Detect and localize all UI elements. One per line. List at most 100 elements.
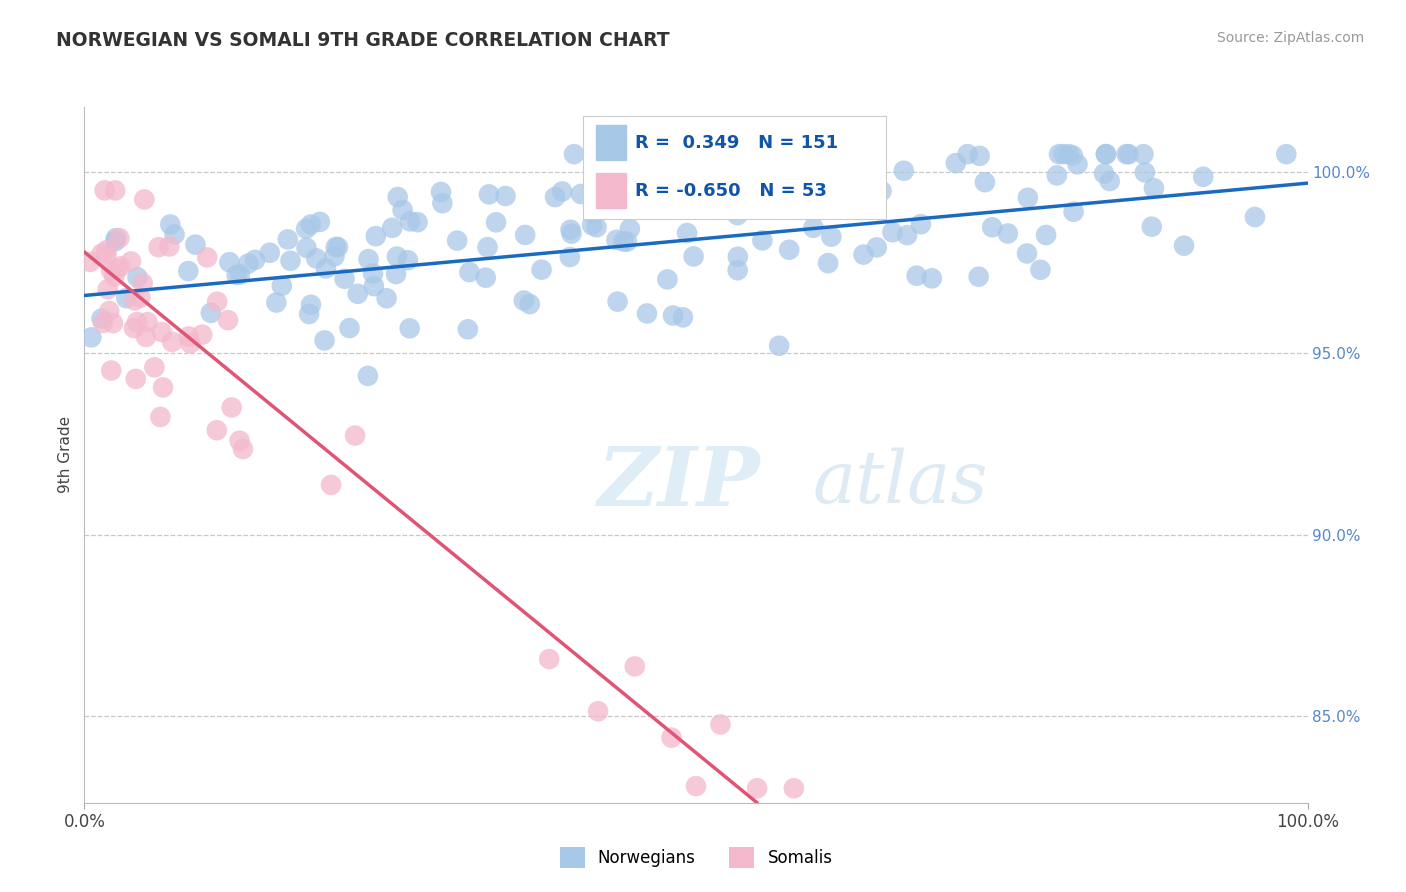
Point <box>221 401 243 415</box>
Point <box>581 218 603 232</box>
Point <box>125 315 148 329</box>
Point <box>896 228 918 243</box>
Point <box>551 185 574 199</box>
Point <box>1057 147 1080 161</box>
Point <box>1052 147 1074 161</box>
Point <box>866 240 889 254</box>
Bar <box>596 173 626 208</box>
Point <box>682 249 704 263</box>
Point <box>152 380 174 394</box>
Point <box>752 174 775 188</box>
Point <box>205 423 228 437</box>
Point <box>105 231 128 245</box>
Point <box>751 233 773 247</box>
Point <box>143 360 166 375</box>
Point <box>90 247 112 261</box>
Point <box>124 293 146 308</box>
Point <box>1192 169 1215 184</box>
Point <box>200 306 222 320</box>
Point <box>357 252 380 267</box>
Point <box>727 250 749 264</box>
Point <box>298 307 321 321</box>
Point <box>1046 169 1069 183</box>
Point <box>718 201 741 215</box>
Point <box>910 217 932 231</box>
Point <box>80 330 103 344</box>
Point <box>562 147 585 161</box>
Point <box>1140 219 1163 234</box>
Point <box>344 428 367 442</box>
Point <box>612 235 634 249</box>
Point <box>385 250 408 264</box>
Point <box>205 294 228 309</box>
Point <box>96 248 118 262</box>
Text: R = -0.650   N = 53: R = -0.650 N = 53 <box>636 182 827 200</box>
Point <box>619 222 641 236</box>
Point <box>762 184 785 198</box>
Point <box>783 781 806 796</box>
Point <box>747 185 769 199</box>
Point <box>333 272 356 286</box>
Point <box>676 226 699 240</box>
Point <box>852 247 875 261</box>
Point <box>640 147 662 161</box>
Point <box>657 272 679 286</box>
Point <box>406 215 429 229</box>
Point <box>1244 210 1267 224</box>
Point <box>363 279 385 293</box>
Point <box>605 233 627 247</box>
Point <box>398 321 420 335</box>
Point <box>870 184 893 198</box>
Point <box>385 267 408 281</box>
Text: atlas: atlas <box>813 448 987 518</box>
Point <box>893 163 915 178</box>
Point <box>1095 147 1118 161</box>
Point <box>326 240 349 254</box>
Point <box>217 313 239 327</box>
Point <box>561 227 583 241</box>
Point <box>323 249 346 263</box>
Point <box>616 235 638 249</box>
Point <box>727 208 749 222</box>
Point <box>1118 147 1140 161</box>
Point <box>157 239 180 253</box>
Text: NORWEGIAN VS SOMALI 9TH GRADE CORRELATION CHART: NORWEGIAN VS SOMALI 9TH GRADE CORRELATIO… <box>56 31 669 50</box>
Point <box>97 282 120 296</box>
Point <box>905 268 928 283</box>
Point <box>457 322 479 336</box>
Point <box>381 220 404 235</box>
Point <box>817 152 839 166</box>
Point <box>495 189 517 203</box>
Point <box>595 162 617 177</box>
Point <box>184 237 207 252</box>
Point <box>558 250 581 264</box>
Point <box>162 334 184 349</box>
Point <box>309 215 332 229</box>
Point <box>148 240 170 254</box>
Point <box>756 197 779 211</box>
Point <box>627 181 650 195</box>
Point <box>1017 191 1039 205</box>
Point <box>391 202 413 217</box>
Point <box>129 291 152 305</box>
Point <box>280 253 302 268</box>
Point <box>921 271 943 285</box>
Point <box>179 336 201 351</box>
Y-axis label: 9th Grade: 9th Grade <box>58 417 73 493</box>
Point <box>817 256 839 270</box>
Point <box>305 252 328 266</box>
Point <box>474 270 496 285</box>
Point <box>1015 246 1038 260</box>
Point <box>108 231 131 245</box>
Point <box>277 232 299 246</box>
Point <box>243 252 266 267</box>
Point <box>177 329 200 343</box>
Point <box>218 255 240 269</box>
Point <box>125 372 148 386</box>
Point <box>519 297 541 311</box>
Point <box>803 220 825 235</box>
Point <box>101 316 124 330</box>
Point <box>513 293 536 308</box>
Point <box>127 270 149 285</box>
Point <box>104 183 127 197</box>
